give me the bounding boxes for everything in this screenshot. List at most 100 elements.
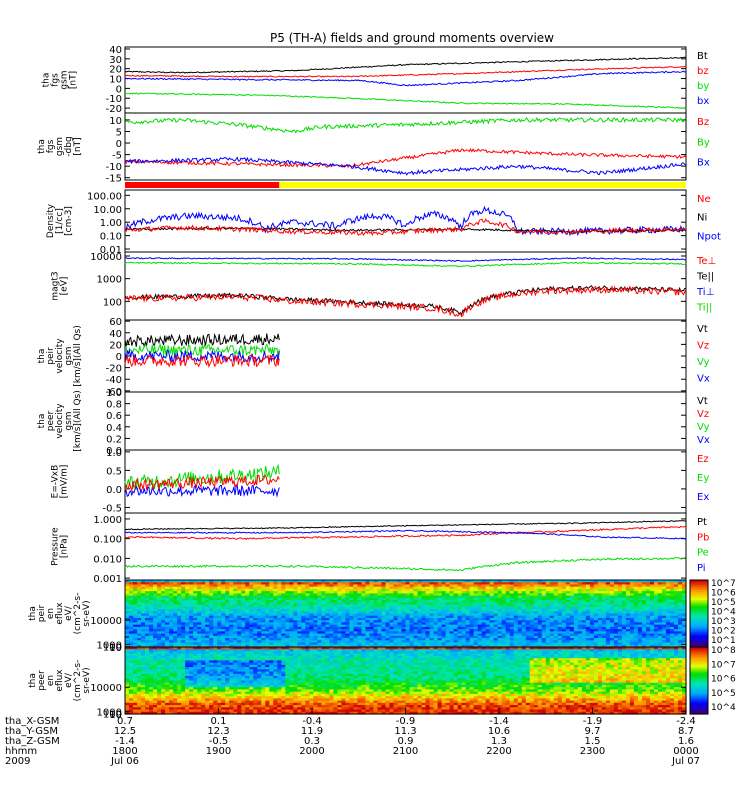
- heatmap-cell: [493, 626, 499, 630]
- heatmap-cell: [665, 613, 671, 617]
- heatmap-cell: [373, 649, 379, 653]
- heatmap-cell: [157, 591, 162, 594]
- heatmap-cell: [681, 617, 687, 621]
- heatmap-cell: [261, 617, 266, 621]
- heatmap-cell: [241, 593, 246, 597]
- colorbar-step: [690, 596, 708, 600]
- heatmap-cell: [349, 622, 355, 626]
- heatmap-cell: [393, 629, 399, 632]
- heatmap-cell: [401, 649, 407, 653]
- heatmap-cell: [177, 604, 182, 608]
- heatmap-cell: [473, 611, 479, 615]
- heatmap-cell: [193, 593, 198, 597]
- heatmap-cell: [621, 615, 627, 619]
- heatmap-cell: [181, 633, 186, 637]
- heatmap-cell: [665, 586, 671, 590]
- heatmap-cell: [189, 584, 194, 588]
- heatmap-cell: [337, 633, 342, 637]
- heatmap-cell: [277, 609, 282, 612]
- heatmap-cell: [281, 591, 286, 594]
- heatmap-cell: [481, 597, 487, 601]
- heatmap-cell: [477, 613, 483, 617]
- heatmap-cell: [185, 640, 190, 644]
- heatmap-cell: [325, 629, 330, 632]
- heatmap-cell: [193, 595, 198, 599]
- heatmap-cell: [641, 602, 647, 606]
- heatmap-cell: [173, 613, 178, 617]
- heatmap-cell: [445, 642, 451, 646]
- heatmap-cell: [613, 580, 619, 583]
- heatmap-cell: [365, 626, 371, 630]
- heatmap-cell: [317, 644, 322, 648]
- heatmap-cell: [581, 626, 587, 630]
- heatmap-cell: [469, 622, 475, 626]
- heatmap-cell: [273, 651, 278, 655]
- heatmap-cell: [313, 635, 318, 639]
- heatmap-cell: [221, 584, 226, 588]
- heatmap-cell: [565, 651, 571, 655]
- heatmap-cell: [449, 626, 455, 630]
- heatmap-cell: [305, 640, 310, 644]
- heatmap-cell: [417, 615, 423, 619]
- heatmap-cell: [149, 629, 154, 632]
- heatmap-cell: [653, 635, 659, 639]
- heatmap-cell: [681, 604, 687, 608]
- heatmap-cell: [453, 604, 459, 608]
- heatmap-cell: [561, 638, 567, 641]
- heatmap-cell: [453, 588, 459, 592]
- y-axis-label: [nPa]: [60, 535, 70, 558]
- heatmap-cell: [629, 649, 635, 653]
- heatmap-cell: [677, 584, 683, 588]
- heatmap-cell: [309, 613, 314, 617]
- heatmap-cell: [429, 622, 435, 626]
- heatmap-cell: [477, 649, 483, 653]
- heatmap-cell: [397, 638, 403, 641]
- heatmap-cell: [205, 624, 210, 628]
- heatmap-cell: [661, 591, 667, 594]
- heatmap-cell: [549, 615, 555, 619]
- colorbar-step: [690, 628, 708, 631]
- heatmap-cell: [617, 593, 623, 597]
- heatmap-cell: [397, 588, 403, 592]
- heatmap-cell: [301, 597, 306, 601]
- heatmap-cell: [613, 588, 619, 592]
- heatmap-cell: [533, 597, 539, 601]
- heatmap-cell: [673, 586, 679, 590]
- heatmap-cell: [357, 593, 363, 597]
- heatmap-cell: [329, 584, 334, 588]
- heatmap-cell: [421, 591, 427, 594]
- heatmap-cell: [261, 609, 266, 612]
- heatmap-cell: [605, 615, 611, 619]
- heatmap-cell: [489, 615, 495, 619]
- heatmap-cell: [245, 626, 250, 630]
- heatmap-cell: [465, 604, 471, 608]
- heatmap-cell: [137, 584, 142, 588]
- heatmap-cell: [365, 609, 371, 612]
- heatmap-cell: [269, 591, 274, 594]
- heatmap-cell: [661, 635, 667, 639]
- heatmap-cell: [449, 613, 455, 617]
- heatmap-cell: [377, 586, 383, 590]
- heatmap-cell: [553, 651, 559, 655]
- heatmap-cell: [181, 584, 186, 588]
- heatmap-cell: [433, 615, 439, 619]
- heatmap-cell: [209, 617, 214, 621]
- heatmap-cell: [193, 624, 198, 628]
- heatmap-cell: [361, 624, 367, 628]
- heatmap-cell: [213, 582, 218, 586]
- heatmap-cell: [405, 609, 411, 612]
- heatmap-cell: [365, 591, 371, 594]
- heatmap-cell: [389, 633, 395, 637]
- heatmap-cell: [501, 629, 507, 632]
- heatmap-cell: [601, 649, 607, 653]
- heatmap-cell: [409, 642, 415, 646]
- heatmap-cell: [681, 629, 687, 632]
- heatmap-cell: [405, 600, 411, 603]
- heatmap-cell: [429, 644, 435, 648]
- heatmap-cell: [465, 582, 471, 586]
- heatmap-cell: [421, 622, 427, 626]
- heatmap-cell: [385, 644, 391, 648]
- heatmap-cell: [277, 631, 282, 635]
- heatmap-cell: [641, 647, 647, 650]
- heatmap-cell: [497, 620, 503, 624]
